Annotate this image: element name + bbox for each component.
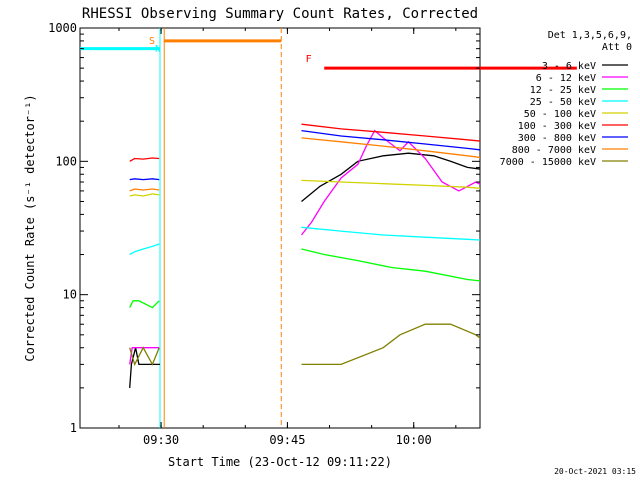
series-line-6-segment-2 [301,123,480,142]
series-line-6-segment-1 [129,157,160,162]
series-line-1-segment-1 [129,347,160,388]
series-line-4-segment-2 [301,226,480,241]
legend-label-9: 7000 - 15000 keV [500,157,596,168]
series-line-8-segment-1 [129,188,160,192]
timestamp: 20-Oct-2021 03:15 [554,467,636,476]
series-line-5-segment-2 [301,179,480,189]
x-tick-label-1: 09:30 [143,433,179,447]
series-line-7-segment-1 [129,178,160,181]
y-tick-label-3: 1000 [48,21,77,35]
flag-f: F [306,54,312,65]
y-axis-label: Corrected Count Rate (s⁻¹ detector⁻¹) [23,94,37,361]
x-tick-label-3: 10:00 [396,433,432,447]
series-line-8-segment-2 [301,137,480,159]
legend-label-5: 50 - 100 keV [524,109,596,120]
y-tick-label-0: 1 [70,421,77,435]
series-line-4-segment-1 [129,243,160,256]
legend-label-1: 3 - 6 keV [542,61,596,72]
plot-frame [79,27,481,429]
legend-label-6: 100 - 300 keV [518,121,596,132]
legend-header-1: Att 0 [602,42,632,53]
x-axis-label: Start Time (23-Oct-12 09:11:22) [168,455,392,469]
series-layer [129,123,480,388]
series-line-2-segment-2 [300,129,480,236]
series-line-1-segment-2 [301,152,480,203]
chart-title: RHESSI Observing Summary Count Rates, Co… [82,6,478,22]
x-tick-label-2: 09:45 [269,433,305,447]
series-line-9-segment-1 [129,346,160,367]
legend-header-0: Det 1,3,5,6,9, [548,30,632,41]
y-tick-label-2: 100 [55,154,77,168]
flag-n: N [155,44,161,55]
series-line-3-segment-2 [301,248,480,282]
series-line-9-segment-2 [301,323,480,366]
series-line-7-segment-2 [301,129,480,151]
legend-label-7: 300 - 800 keV [518,133,596,144]
axis-layer: 09:30 09:45 10:00 1 10 100 1000 [48,21,480,447]
flag-s: S [149,36,155,47]
legend-label-2: 6 - 12 keV [536,73,596,84]
background-layer: SN F [80,28,577,428]
legend-label-3: 12 - 25 keV [530,85,596,96]
legend-label-8: 800 - 7000 keV [512,145,596,156]
y-tick-label-1: 10 [63,288,77,302]
series-line-5-segment-1 [129,193,160,197]
legend-label-4: 25 - 50 keV [530,97,596,108]
series-line-3-segment-1 [129,300,160,309]
